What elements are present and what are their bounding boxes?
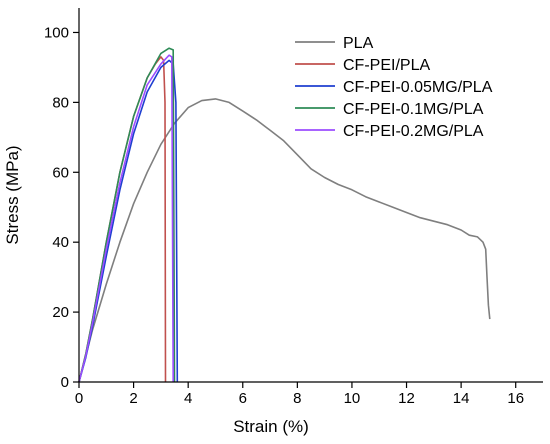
x-tick-label: 10 bbox=[344, 390, 361, 407]
series-line-pla bbox=[78, 98, 491, 383]
legend-label: CF-PEI-0.05MG/PLA bbox=[343, 79, 493, 96]
x-tick-label: 4 bbox=[184, 390, 192, 407]
x-tick-label: 2 bbox=[129, 390, 137, 407]
legend-label: PLA bbox=[343, 35, 374, 52]
legend: PLA CF-PEI/PLA CF-PEI-0.05MG/PLA CF-PEI-0.1… bbox=[295, 35, 493, 140]
series-line-cf-pei-0-1mg-pla bbox=[78, 47, 176, 383]
y-tick-label: 40 bbox=[52, 234, 69, 251]
x-tick-label: 12 bbox=[398, 390, 415, 407]
x-tick-label: 6 bbox=[239, 390, 247, 407]
series-layer bbox=[78, 47, 491, 383]
y-tick-label: 60 bbox=[52, 164, 69, 181]
ticks-layer: 0 2 4 6 8 10 12 14 16 0 20 40 60 80 100 bbox=[44, 24, 524, 407]
x-tick-label: 16 bbox=[507, 390, 524, 407]
legend-label: CF-PEI-0.1MG/PLA bbox=[343, 101, 484, 118]
series-line-cf-pei-0-2mg-pla bbox=[78, 54, 174, 383]
x-axis-title: Strain (%) bbox=[233, 417, 309, 436]
x-tick-label: 0 bbox=[75, 390, 83, 407]
x-tick-label: 8 bbox=[293, 390, 301, 407]
y-tick-label: 20 bbox=[52, 304, 69, 321]
y-tick-label: 100 bbox=[44, 24, 69, 41]
y-axis-title: Stress (MPa) bbox=[3, 145, 22, 244]
y-tick-label: 80 bbox=[52, 94, 69, 111]
axes-layer bbox=[78, 8, 543, 383]
legend-label: CF-PEI-0.2MG/PLA bbox=[343, 123, 484, 140]
legend-label: CF-PEI/PLA bbox=[343, 57, 430, 74]
x-tick-label: 14 bbox=[453, 390, 470, 407]
y-tick-label: 0 bbox=[61, 374, 69, 391]
